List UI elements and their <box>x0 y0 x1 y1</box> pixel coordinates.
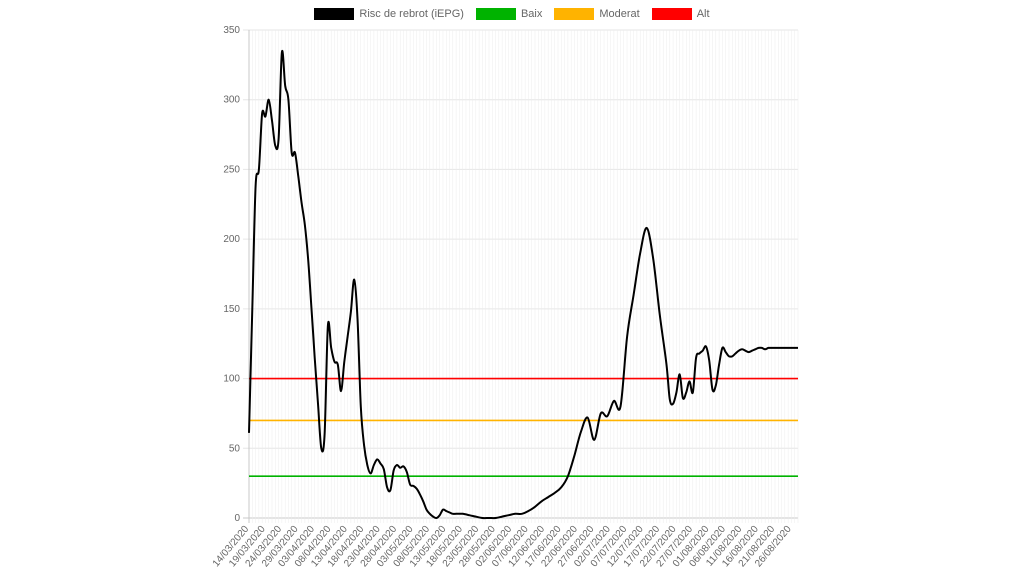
series-lines <box>248 49 798 520</box>
y-tick-label: 50 <box>229 443 241 454</box>
legend-swatch-moderat <box>554 8 595 20</box>
legend-label-alt: Alt <box>696 8 710 20</box>
y-tick-label: 300 <box>223 95 240 106</box>
y-tick-label: 250 <box>223 164 240 175</box>
y-tick-label: 0 <box>234 513 240 524</box>
legend-label-moderat: Moderat <box>599 8 640 20</box>
chart-legend: Risc de rebrot (iEPG) Baix Moderat Alt <box>0 8 1024 20</box>
x-axis-ticks: 14/03/202019/03/202024/03/202029/03/2020… <box>211 524 794 570</box>
legend-swatch-baix <box>475 8 516 20</box>
legend-label-baix: Baix <box>520 8 543 20</box>
y-tick-label: 350 <box>223 25 240 36</box>
legend-item-moderat[interactable]: Moderat <box>554 8 640 20</box>
threshold-lines <box>249 377 798 477</box>
y-tick-label: 100 <box>223 374 240 385</box>
legend-swatch-alt <box>651 8 692 20</box>
series-line-risc <box>248 49 798 520</box>
legend-item-alt[interactable]: Alt <box>651 8 710 20</box>
legend-item-baix[interactable]: Baix <box>475 8 543 20</box>
grid-lines <box>243 29 799 523</box>
legend-label-risc: Risc de rebrot (iEPG) <box>359 8 464 20</box>
legend-item-risc[interactable]: Risc de rebrot (iEPG) <box>314 8 464 20</box>
legend-swatch-risc <box>314 8 355 20</box>
y-tick-label: 200 <box>223 234 240 245</box>
y-axis-ticks: 0 50 100 150 200 250 300 350 <box>223 25 240 524</box>
y-tick-label: 150 <box>223 304 240 315</box>
